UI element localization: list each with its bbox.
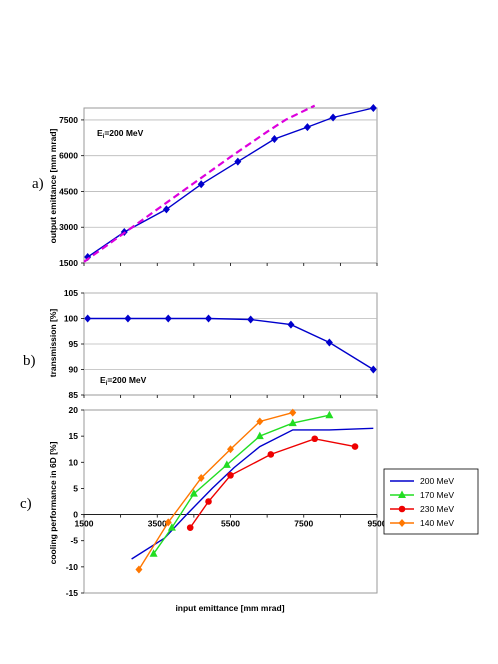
panel-b-series xyxy=(84,314,377,374)
ytick-label: 90 xyxy=(69,365,79,375)
data-point xyxy=(186,524,194,531)
data-point xyxy=(311,435,319,443)
data-point xyxy=(289,408,297,417)
ytick-label: -10 xyxy=(66,562,79,572)
xtick-label: 9500 xyxy=(368,519,387,529)
data-point xyxy=(164,314,172,323)
data-point xyxy=(84,314,92,323)
xtick-label: 3500 xyxy=(148,519,167,529)
xtick-label: 1500 xyxy=(75,519,94,529)
panel-c-ylabel: cooling performance in 6D [%] xyxy=(48,441,58,564)
data-point xyxy=(255,431,264,440)
ytick-label: 20 xyxy=(69,405,79,415)
ytick-label: 100 xyxy=(64,314,78,324)
data-point xyxy=(303,123,311,132)
panel-b-gridlines xyxy=(84,292,377,370)
ytick-label: -15 xyxy=(66,588,79,598)
panel-b: b) transmission [%] Ei=200 MeV 85 90 95 100… xyxy=(23,288,378,400)
ytick-label: 7500 xyxy=(59,115,78,125)
legend-marker xyxy=(398,490,406,498)
data-point xyxy=(256,417,264,426)
series-line-170-mev xyxy=(153,414,330,555)
data-point xyxy=(369,365,377,374)
ytick-label: 1500 xyxy=(59,258,78,268)
ytick-label: 3000 xyxy=(59,222,78,232)
legend-label: 200 MeV xyxy=(420,476,454,486)
data-point xyxy=(270,135,278,143)
panel-a-annotation: Ei=200 MeV xyxy=(97,128,144,140)
data-point xyxy=(167,523,176,531)
data-point xyxy=(351,443,359,450)
panel-a-series xyxy=(83,104,377,263)
data-point xyxy=(162,205,170,214)
panel-c-label: c) xyxy=(20,496,32,512)
data-point xyxy=(267,451,275,458)
xtick-label: 7500 xyxy=(294,519,313,529)
panel-c-legend: 200 MeV 170 MeV 230 MeV 140 MeV xyxy=(383,468,479,535)
data-point xyxy=(135,565,143,574)
legend-label: 140 MeV xyxy=(420,518,454,528)
x-axis-title: input emittance [mm mrad] xyxy=(175,603,284,613)
panel-c-plot-area xyxy=(83,409,378,594)
data-point xyxy=(329,113,337,122)
series-line-a-1 xyxy=(83,104,316,263)
series-line-230-mev xyxy=(189,438,356,529)
panel-c-xticks: 1500 3500 5500 7500 9500 xyxy=(75,514,387,529)
data-point xyxy=(227,445,234,454)
data-point xyxy=(205,498,212,505)
legend-marker xyxy=(398,505,406,513)
ytick-label: 15 xyxy=(69,431,79,441)
series-line-b-0 xyxy=(87,317,374,371)
ytick-label: 6000 xyxy=(59,151,78,161)
ytick-label: 105 xyxy=(64,288,78,298)
data-point xyxy=(288,418,297,427)
data-point xyxy=(287,320,295,329)
data-point xyxy=(124,314,132,323)
panel-c: c) cooling performance in 6D [%] input e… xyxy=(20,405,479,613)
series-line-140-mev xyxy=(138,411,293,570)
ytick-label: 85 xyxy=(69,390,79,400)
ytick-label: 0 xyxy=(73,510,78,520)
data-point xyxy=(222,460,231,468)
data-point xyxy=(164,518,172,527)
legend-marker xyxy=(398,519,406,527)
data-point xyxy=(149,549,158,557)
ytick-label: 10 xyxy=(69,457,79,467)
series-line-200-mev xyxy=(131,427,374,560)
panel-c-series xyxy=(131,408,374,574)
xtick-label: 5500 xyxy=(221,519,240,529)
legend-label: 170 MeV xyxy=(420,490,454,500)
panel-a-label: a) xyxy=(32,176,44,192)
panel-a: a) output emittance [mm mrad] Ei=200 MeV… xyxy=(32,104,378,268)
data-point xyxy=(247,315,255,324)
panel-a-yticks: 1500 3000 4500 6000 7500 xyxy=(59,115,84,268)
data-point xyxy=(197,473,205,482)
data-point xyxy=(205,314,213,323)
panel-a-ylabel: output emittance [mm mrad] xyxy=(48,128,58,243)
panel-c-yticks: -15 -10 -5 0 5 10 15 20 xyxy=(66,405,84,598)
panel-b-xticks xyxy=(83,395,378,398)
panel-a-xticks xyxy=(83,263,378,266)
panel-b-ylabel: transmission [%] xyxy=(48,309,58,378)
data-point xyxy=(234,157,242,166)
data-point xyxy=(197,180,205,189)
legend-label: 230 MeV xyxy=(420,504,454,514)
data-point xyxy=(325,410,334,419)
data-point xyxy=(227,472,234,479)
data-point xyxy=(325,338,333,347)
panel-b-annotation: Ei=200 MeV xyxy=(100,375,147,387)
ytick-label: 5 xyxy=(73,483,78,493)
data-point xyxy=(189,489,198,497)
ytick-label: -5 xyxy=(70,536,78,546)
data-point xyxy=(369,104,377,112)
ytick-label: 95 xyxy=(69,339,79,349)
ytick-label: 4500 xyxy=(59,186,78,196)
panel-b-yticks: 85 90 95 100 105 xyxy=(64,288,84,400)
panel-b-label: b) xyxy=(23,353,36,369)
